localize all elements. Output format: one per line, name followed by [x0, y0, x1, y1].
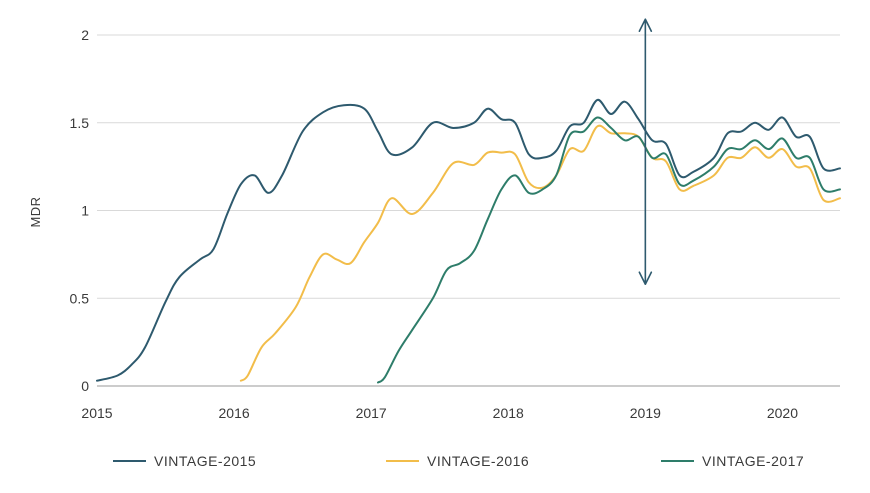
- y-axis: 0 0.5 1 1.5 2: [70, 27, 90, 394]
- y-tick-label: 1.5: [70, 115, 90, 131]
- y-tick-label: 0: [81, 378, 89, 394]
- series-line-vintage-2015: [96, 98, 841, 382]
- y-tick-label: 0.5: [70, 290, 90, 306]
- x-tick-label: 2018: [493, 405, 524, 421]
- grid-lines: [97, 34, 840, 387]
- series-line-vintage-2017: [377, 116, 841, 384]
- legend: VINTAGE-2015 VINTAGE-2016 VINTAGE-2017: [113, 453, 804, 469]
- series-line-vintage-2016: [239, 124, 841, 382]
- x-tick-label: 2015: [81, 405, 112, 421]
- y-tick-label: 1: [81, 203, 89, 219]
- double-arrow-annotation: [638, 18, 653, 286]
- series-lines: [96, 98, 841, 384]
- legend-label: VINTAGE-2017: [702, 453, 804, 469]
- legend-item: VINTAGE-2017: [661, 453, 804, 469]
- legend-label: VINTAGE-2015: [154, 453, 256, 469]
- legend-item: VINTAGE-2015: [113, 453, 256, 469]
- legend-item: VINTAGE-2016: [386, 453, 529, 469]
- annotations: [638, 18, 653, 286]
- x-tick-label: 2020: [767, 405, 798, 421]
- legend-label: VINTAGE-2016: [427, 453, 529, 469]
- x-tick-label: 2016: [219, 405, 250, 421]
- x-tick-label: 2019: [630, 405, 661, 421]
- y-tick-label: 2: [81, 27, 89, 43]
- y-axis-title: MDR: [28, 196, 43, 227]
- x-axis: 2015 2016 2017 2018 2019 2020: [81, 405, 798, 421]
- x-tick-label: 2017: [356, 405, 387, 421]
